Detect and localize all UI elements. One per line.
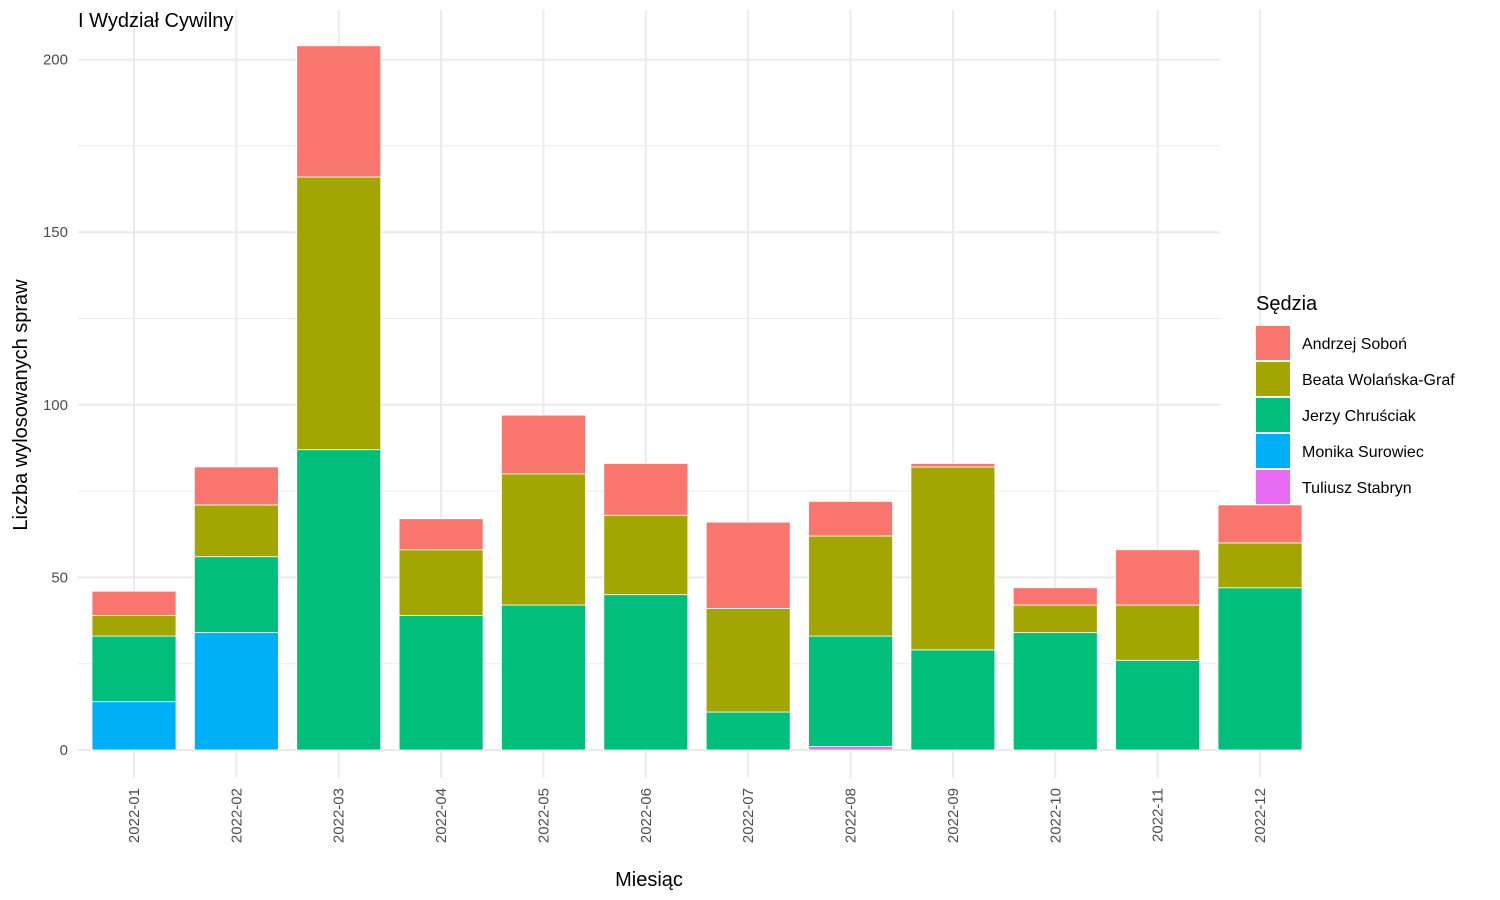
legend-label: Andrzej Soboń: [1302, 336, 1407, 353]
bar-segment: [501, 604, 586, 751]
bar-segment: [808, 535, 893, 637]
bar-segment: [91, 701, 177, 751]
bar-segment: [91, 590, 177, 616]
bar-segment: [808, 746, 893, 751]
bar-segment: [398, 549, 484, 616]
legend: Sędzia Andrzej Soboń Beata Wolańska-Graf J…: [1256, 293, 1455, 504]
legend-label: Tuliusz Stabryn: [1302, 480, 1412, 497]
bar-segment: [296, 449, 382, 751]
bar-segment: [705, 521, 791, 609]
y-tick-label: 100: [43, 397, 68, 414]
bar-segment: [1217, 504, 1303, 544]
bar-segment: [705, 608, 791, 713]
bar-segment: [910, 649, 996, 751]
bar-segment: [193, 632, 279, 751]
legend-key: [1256, 434, 1290, 468]
x-tick-labels: 2022-01 2022-02 2022-03 2022-04 2022-05 2022-…: [126, 788, 1269, 843]
bar-segment: [910, 466, 996, 651]
bar-segment: [398, 518, 484, 551]
legend-key: [1256, 362, 1290, 396]
legend-items: Andrzej Soboń Beata Wolańska-Graf Jerzy Ch…: [1256, 326, 1455, 504]
bar-segment: [808, 635, 893, 747]
y-tick-labels: 0 50 100 150 200: [43, 52, 68, 759]
bar-segment: [1115, 659, 1201, 751]
x-tick-label: 2022-03: [331, 788, 348, 843]
bar-segment: [603, 514, 689, 596]
bar-segment: [1217, 542, 1303, 589]
legend-label: Jerzy Chruściak: [1302, 408, 1417, 425]
bar-segment: [193, 504, 279, 558]
bar-segment: [398, 614, 484, 751]
bar-segment: [91, 635, 177, 703]
legend-label: Beata Wolańska-Graf: [1302, 372, 1455, 389]
x-tick-label: 2022-04: [433, 788, 450, 843]
x-tick-label: 2022-02: [228, 788, 245, 843]
x-tick-label: 2022-11: [1150, 788, 1167, 842]
y-tick-label: 200: [43, 52, 68, 69]
x-tick-label: 2022-05: [535, 788, 552, 843]
bar-segment: [1012, 587, 1098, 606]
bar-segment: [296, 45, 382, 178]
legend-label: Monika Surowiec: [1302, 444, 1424, 461]
y-axis-title: Liczba wylosowanych spraw: [10, 279, 32, 531]
bar-segment: [501, 414, 586, 475]
x-tick-label: 2022-09: [945, 788, 962, 843]
bar-segment: [193, 466, 279, 506]
legend-key: [1256, 470, 1290, 504]
bar-segment: [91, 614, 177, 637]
bar-segment: [603, 463, 689, 516]
bar-segment: [296, 176, 382, 451]
legend-key: [1256, 326, 1290, 360]
x-tick-label: 2022-07: [740, 788, 757, 843]
bar-segment: [1012, 604, 1098, 634]
bars-layer: [91, 45, 1303, 751]
y-tick-label: 150: [43, 224, 68, 241]
bar-segment: [1115, 549, 1201, 606]
bar-segment: [1217, 587, 1303, 751]
bar-segment: [808, 501, 893, 537]
bar-segment: [603, 594, 689, 751]
bar-segment: [193, 556, 279, 634]
x-tick-label: 2022-12: [1252, 788, 1269, 843]
bar-segment: [705, 711, 791, 751]
x-tick-label: 2022-01: [126, 788, 143, 843]
x-tick-label: 2022-08: [843, 788, 860, 843]
x-axis-title: Miesiąc: [615, 869, 683, 891]
legend-key: [1256, 398, 1290, 432]
bar-segment: [910, 463, 996, 468]
chart-title: I Wydział Cywilny: [78, 10, 233, 32]
bar-segment: [1115, 604, 1201, 661]
x-tick-label: 2022-06: [638, 788, 655, 843]
legend-title: Sędzia: [1256, 293, 1318, 315]
bar-segment: [1012, 632, 1098, 751]
bar-segment: [501, 473, 586, 606]
y-tick-label: 50: [51, 569, 68, 586]
x-tick-label: 2022-10: [1047, 788, 1064, 843]
y-tick-label: 0: [60, 742, 68, 759]
